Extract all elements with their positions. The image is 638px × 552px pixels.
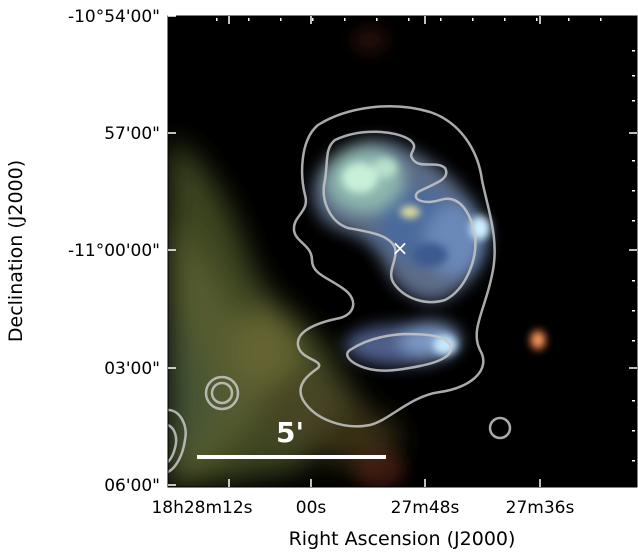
x-tick-label: 18h28m12s <box>151 498 252 518</box>
contours <box>168 105 512 474</box>
inner-minor-ticks <box>216 18 635 462</box>
x-tick-label: 27m36s <box>506 498 575 518</box>
compact-red-source <box>530 330 546 350</box>
inner-contour-upper <box>322 130 477 304</box>
outer-contour <box>292 105 496 428</box>
small-contour-ring-inner <box>210 381 234 405</box>
edge-contour-left <box>168 408 187 474</box>
y-tick-label: 03'00" <box>104 359 160 379</box>
x-tick-label: 00s <box>296 498 327 518</box>
small-contour-ring-right <box>488 416 512 440</box>
y-tick-label: -11°00'00" <box>68 241 160 261</box>
x-tick-labels: 18h28m12s 00s 27m48s 27m36s <box>151 498 574 518</box>
nebula-shell <box>312 139 490 365</box>
x-axis-title: Right Ascension (J2000) <box>289 528 516 550</box>
y-tick-label: -10°54'00" <box>68 7 160 27</box>
faint-red-emission <box>352 26 405 487</box>
diffuse-green-emission <box>168 140 400 487</box>
small-contour-ring-outer <box>204 375 240 411</box>
center-marker: × <box>392 236 409 260</box>
y-axis-title: Declination (J2000) <box>5 160 27 342</box>
scale-bar-label: 5' <box>276 416 304 449</box>
x-tick-label: 27m48s <box>391 498 460 518</box>
image-panel: × 5' <box>168 16 637 487</box>
y-tick-labels: -10°54'00" 57'00" -11°00'00" 03'00" 06'0… <box>68 7 160 496</box>
y-tick-label: 06'00" <box>104 476 160 496</box>
image-frame <box>167 15 638 488</box>
inner-contour-lower <box>346 332 453 372</box>
major-ticks <box>168 15 637 487</box>
y-tick-label: 57'00" <box>104 124 160 144</box>
edge-contour-left-inner <box>168 423 178 463</box>
